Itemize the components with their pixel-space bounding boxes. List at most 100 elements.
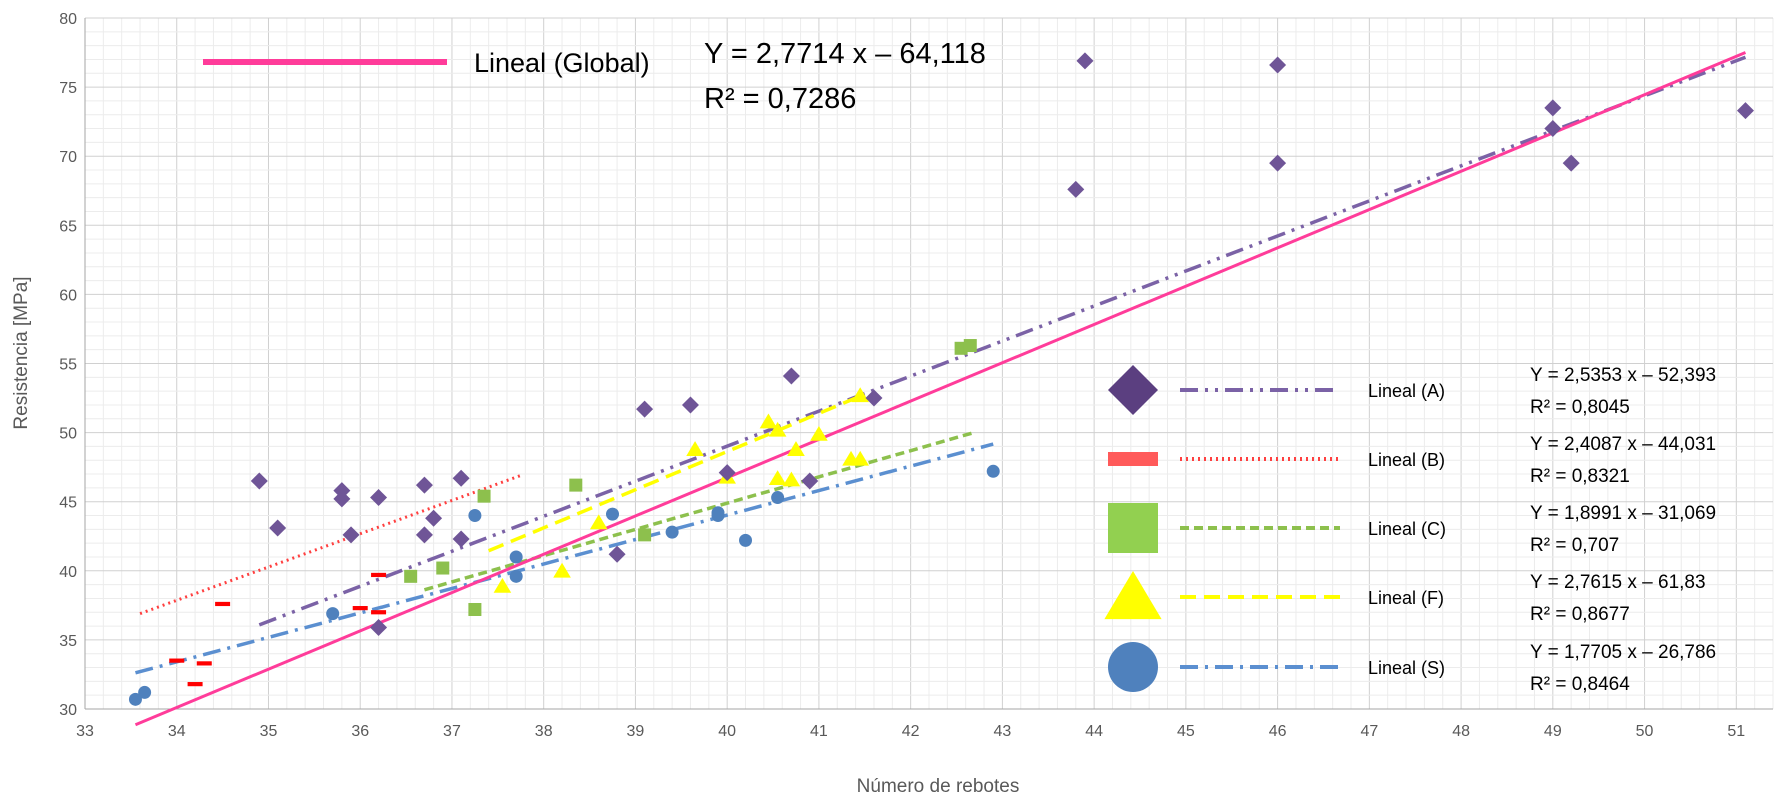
- data-point-A: [681, 396, 699, 414]
- data-point-C: [638, 528, 652, 542]
- data-point-A: [865, 389, 883, 407]
- legend-label-B: Lineal (B): [1368, 450, 1445, 470]
- x-tick-label: 48: [1452, 723, 1470, 740]
- data-point-A: [1076, 52, 1094, 70]
- data-point-A: [452, 530, 470, 548]
- data-point-F: [759, 413, 778, 429]
- legend-label-S: Lineal (S): [1368, 658, 1445, 678]
- equation-S: Y = 1,7705 x – 26,786: [1530, 642, 1716, 663]
- data-point-F: [493, 578, 512, 593]
- data-point-A: [608, 545, 626, 563]
- data-point-F: [851, 387, 869, 403]
- y-tick-label: 50: [59, 426, 77, 443]
- data-point-S: [326, 607, 340, 621]
- data-point-A: [1067, 180, 1085, 198]
- data-point-F: [768, 470, 787, 486]
- tick-labels: 33 34 35 36 37 38 39 40 41 42 43 44 45 46 47 48 49 50 51 30…: [59, 11, 1745, 740]
- data-point-F: [787, 441, 805, 456]
- equation-B: Y = 2,4087 x – 44,031: [1530, 434, 1716, 455]
- data-point-A: [1269, 154, 1287, 172]
- y-tick-label: 40: [59, 564, 77, 581]
- trendline-C: [423, 430, 976, 592]
- data-point-B: [187, 682, 203, 687]
- data-point-S: [138, 685, 152, 699]
- y-tick-label: 45: [59, 495, 77, 512]
- chart-axes: [84, 18, 1773, 710]
- series-legend: Lineal (A) Y = 2,5353 x – 52,393 R² = 0,80…: [1104, 365, 1716, 695]
- x-tick-label: 37: [443, 723, 461, 740]
- data-point-F: [782, 471, 801, 487]
- data-point-S: [128, 692, 142, 706]
- x-tick-label: 47: [1360, 723, 1378, 740]
- data-point-F: [851, 450, 869, 466]
- x-tick-label: 46: [1269, 723, 1287, 740]
- global-legend: Lineal (Global) Y = 2,7714 x – 64,118 R²…: [203, 38, 986, 115]
- data-point-A: [636, 400, 654, 418]
- data-point-S: [468, 509, 482, 523]
- x-tick-label: 43: [993, 723, 1011, 740]
- trendline-global: [134, 51, 1747, 727]
- data-point-C: [468, 602, 482, 616]
- legend-marker-S: [1108, 642, 1158, 692]
- data-point-A: [370, 489, 388, 507]
- x-tick-label: 42: [902, 723, 920, 740]
- x-tick-label: 39: [627, 723, 645, 740]
- legend-marker-C: [1108, 503, 1158, 553]
- y-tick-label: 30: [59, 702, 77, 719]
- data-point-S: [771, 491, 785, 505]
- data-point-B: [352, 606, 368, 611]
- data-point-A: [1269, 56, 1287, 74]
- y-tick-label: 70: [59, 149, 77, 166]
- y-tick-label: 80: [59, 11, 77, 28]
- data-point-B: [371, 610, 387, 615]
- y-tick-label: 55: [59, 357, 77, 374]
- trendlines: [134, 51, 1747, 727]
- data-point-C: [963, 339, 977, 353]
- legend-marker-B: [1108, 452, 1158, 466]
- data-point-B: [196, 661, 212, 666]
- x-tick-label: 44: [1085, 723, 1103, 740]
- x-tick-label: 34: [168, 723, 186, 740]
- data-point-C: [477, 489, 491, 503]
- y-tick-label: 75: [59, 80, 77, 97]
- x-tick-label: 40: [718, 723, 736, 740]
- r2-C: R² = 0,707: [1530, 535, 1619, 556]
- data-point-A: [452, 469, 470, 487]
- r2-A: R² = 0,8045: [1530, 397, 1630, 418]
- y-axis-title: Resistencia [MPa]: [11, 276, 32, 429]
- data-point-C: [436, 561, 450, 575]
- data-point-S: [509, 569, 523, 583]
- x-tick-label: 36: [351, 723, 369, 740]
- data-point-S: [986, 464, 1000, 478]
- data-point-B: [215, 601, 231, 607]
- x-tick-label: 38: [535, 723, 553, 740]
- x-tick-label: 49: [1544, 723, 1562, 740]
- data-point-S: [665, 525, 679, 539]
- y-tick-label: 35: [59, 633, 77, 650]
- x-tick-label: 45: [1177, 723, 1195, 740]
- data-point-S: [711, 509, 725, 523]
- y-tick-label: 65: [59, 218, 77, 235]
- data-point-S: [739, 533, 753, 547]
- data-point-F: [686, 441, 704, 456]
- r2-B: R² = 0,8321: [1530, 466, 1630, 487]
- legend-marker-A: [1108, 365, 1158, 415]
- data-point-A: [718, 464, 736, 482]
- global-r2: R² = 0,7286: [704, 83, 856, 115]
- data-point-F: [589, 514, 608, 530]
- data-point-F: [553, 562, 571, 578]
- data-point-S: [606, 507, 619, 521]
- global-legend-label: Lineal (Global): [474, 48, 650, 78]
- x-tick-label: 33: [76, 723, 94, 740]
- data-point-B: [169, 658, 185, 663]
- data-point-A: [370, 618, 388, 636]
- data-points: [128, 52, 1754, 706]
- chart-grid: [84, 17, 1774, 710]
- x-tick-label: 51: [1727, 723, 1745, 740]
- trendline-B: [139, 474, 522, 616]
- equation-F: Y = 2,7615 x – 61,83: [1530, 572, 1706, 593]
- data-point-A: [333, 490, 351, 508]
- data-point-A: [425, 509, 443, 527]
- data-point-A: [269, 519, 287, 537]
